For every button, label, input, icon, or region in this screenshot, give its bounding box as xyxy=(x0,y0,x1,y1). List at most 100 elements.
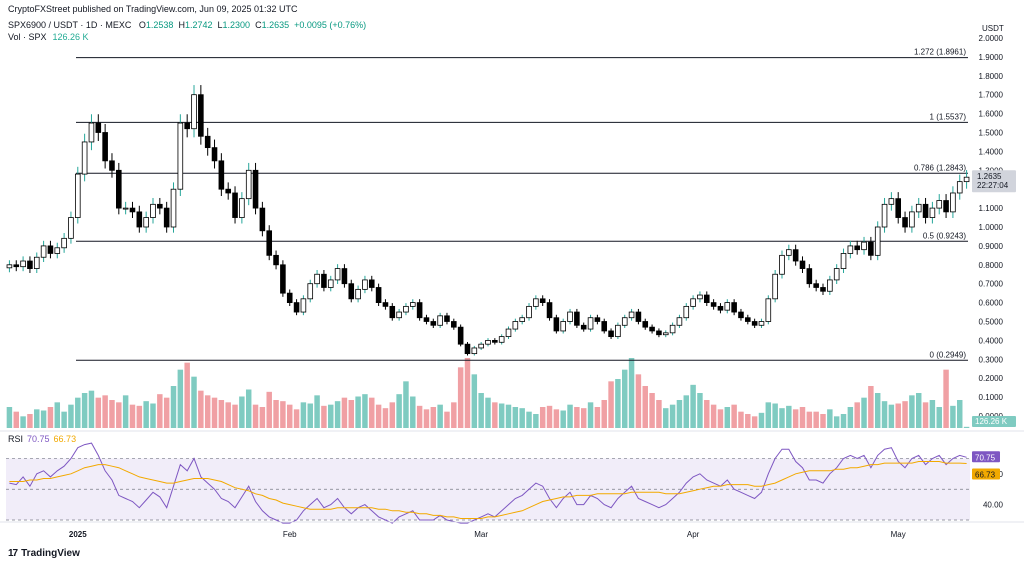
volume-bar xyxy=(464,358,471,428)
price-tick-label: 0.1000 xyxy=(979,393,1004,402)
price-tick-label: 1.7000 xyxy=(979,91,1004,100)
candle-body xyxy=(478,343,484,349)
time-tick-label: Apr xyxy=(687,530,700,539)
candle-body xyxy=(471,347,478,355)
candle-body xyxy=(847,245,854,254)
candle-body xyxy=(745,317,751,322)
candle-body xyxy=(594,317,601,322)
volume-bar xyxy=(758,412,765,428)
tradingview-brand[interactable]: 17 TradingView xyxy=(8,548,80,559)
volume-bar xyxy=(457,367,464,428)
candle-body xyxy=(382,302,389,307)
volume-bar xyxy=(861,397,867,428)
candles xyxy=(6,85,970,356)
volume-bar xyxy=(143,401,149,428)
volume-bar xyxy=(936,407,942,428)
rsi-legend[interactable]: RSI 70.75 66.73 xyxy=(8,434,76,444)
low-label: L xyxy=(217,20,223,30)
volume-bar xyxy=(280,401,286,428)
candle-body xyxy=(662,332,669,336)
volume-bar xyxy=(580,408,587,428)
rsi-value: 70.75 xyxy=(27,434,50,444)
candle-body xyxy=(368,279,375,288)
volume-bar xyxy=(745,414,751,428)
candle-body xyxy=(314,273,320,285)
volume-bar xyxy=(437,404,443,428)
candle-body xyxy=(533,298,539,307)
volume-bar xyxy=(362,394,368,428)
price-tick-label: 0.9000 xyxy=(979,242,1004,251)
volume-bar xyxy=(669,404,676,428)
open-value: 1.2538 xyxy=(145,20,174,30)
volume-bar xyxy=(649,393,655,428)
candle-body xyxy=(403,305,409,313)
price-tick-label: 0.3000 xyxy=(979,355,1004,364)
volume-bar xyxy=(663,408,669,428)
candle-body xyxy=(416,302,423,319)
volume-bar xyxy=(704,400,710,428)
price-tick-label: 0.6000 xyxy=(979,299,1004,308)
candle-body xyxy=(389,305,396,319)
volume-bar xyxy=(252,404,259,428)
candle-body xyxy=(697,294,703,300)
candle-body xyxy=(710,302,717,307)
volume-bar xyxy=(129,404,136,428)
volume-bar xyxy=(348,400,354,428)
candle-body xyxy=(546,302,553,319)
volume-legend[interactable]: Vol · SPX 126.26 K xyxy=(8,32,89,42)
candle-body xyxy=(874,226,881,256)
volume-bar xyxy=(191,376,197,428)
last-price-label: 1.2635 xyxy=(977,172,1002,181)
volume-bar xyxy=(444,411,450,428)
candle-body xyxy=(136,211,143,228)
candle-body xyxy=(649,326,655,332)
volume-bar xyxy=(396,394,402,428)
volume-bar xyxy=(553,409,560,428)
volume-bar xyxy=(751,416,758,428)
symbol-label[interactable]: SPX6900 / USDT · 1D · MEXC xyxy=(8,20,132,30)
rsi-ma-tag-label: 66.73 xyxy=(975,470,996,479)
volume-tag xyxy=(972,416,1016,427)
candle-body xyxy=(321,273,327,288)
candle-body xyxy=(888,198,895,205)
volume-bar xyxy=(177,369,184,428)
volume-bar xyxy=(915,393,922,428)
candle-body xyxy=(492,339,498,343)
candle-body xyxy=(936,200,943,209)
candle-body xyxy=(498,336,505,343)
candle-body xyxy=(348,283,355,300)
volume-bar xyxy=(738,411,744,428)
candle-body xyxy=(245,169,252,200)
volume-bar xyxy=(259,407,266,428)
volume-bar xyxy=(198,390,204,428)
candle-body xyxy=(232,192,238,218)
candle-body xyxy=(143,217,149,228)
time-axis[interactable]: 2025FebMarAprMayJun xyxy=(0,521,1024,539)
brand-name: TradingView xyxy=(21,548,80,559)
volume-bar xyxy=(676,400,683,428)
candle-body xyxy=(553,317,560,332)
price-tick-label: 1.1000 xyxy=(979,204,1004,213)
candle-body xyxy=(191,94,197,130)
candle-body xyxy=(27,260,33,269)
volume-bar xyxy=(355,396,361,428)
volume-bar xyxy=(321,405,327,428)
currency-label: USDT xyxy=(982,24,1004,33)
volume-bar xyxy=(300,402,307,428)
candle-body xyxy=(116,169,122,209)
candle-body xyxy=(157,203,163,209)
candle-body xyxy=(129,207,136,213)
candle-body xyxy=(198,94,204,137)
price-axis[interactable]: 0.00000.10000.20000.30000.40000.50000.60… xyxy=(979,34,1004,421)
candle-body xyxy=(601,321,608,332)
volume-bar xyxy=(334,401,341,428)
price-tick-label: 0.4000 xyxy=(979,336,1004,345)
close-value: 1.2635 xyxy=(261,20,290,30)
volume-bar xyxy=(245,389,252,428)
candle-body xyxy=(375,287,382,304)
candle-body xyxy=(13,264,20,268)
volume-bar xyxy=(792,409,799,428)
candle-body xyxy=(676,317,683,326)
volume-bar xyxy=(471,374,478,428)
